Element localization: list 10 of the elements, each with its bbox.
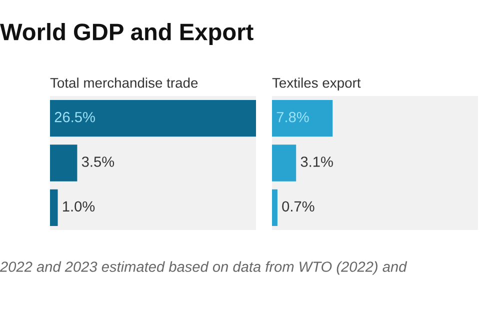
text: World GDP and Export xyxy=(0,22,254,46)
data-label: 0.7% xyxy=(282,201,314,212)
data-label: 1.0% xyxy=(63,201,95,212)
data-label: 7.8% xyxy=(276,112,309,122)
chart-title: Total merchandise trade xyxy=(50,78,198,88)
text: 2022 and 2023 estimated based on data from WTO (2022) and xyxy=(0,261,408,275)
data-label: 3.5% xyxy=(82,156,114,167)
data-label: 26.5% xyxy=(54,112,95,122)
chart-title: Textiles export xyxy=(272,78,361,91)
data-label: 3.1% xyxy=(300,156,333,167)
